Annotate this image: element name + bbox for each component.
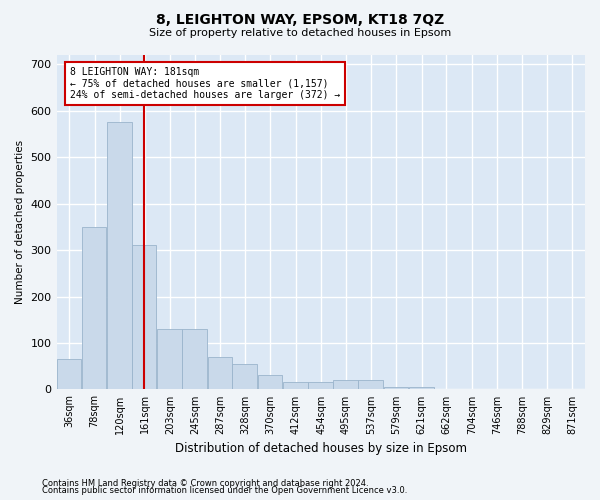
Bar xyxy=(232,364,257,390)
X-axis label: Distribution of detached houses by size in Epsom: Distribution of detached houses by size … xyxy=(175,442,467,455)
Bar xyxy=(56,359,81,390)
Bar xyxy=(308,382,333,390)
Bar xyxy=(157,329,182,390)
Bar xyxy=(384,387,408,390)
Text: 8, LEIGHTON WAY, EPSOM, KT18 7QZ: 8, LEIGHTON WAY, EPSOM, KT18 7QZ xyxy=(156,12,444,26)
Y-axis label: Number of detached properties: Number of detached properties xyxy=(15,140,25,304)
Text: 8 LEIGHTON WAY: 181sqm
← 75% of detached houses are smaller (1,157)
24% of semi-: 8 LEIGHTON WAY: 181sqm ← 75% of detached… xyxy=(70,66,340,100)
Text: Contains public sector information licensed under the Open Government Licence v3: Contains public sector information licen… xyxy=(42,486,407,495)
Bar xyxy=(82,227,106,390)
Bar xyxy=(182,329,207,390)
Text: Contains HM Land Registry data © Crown copyright and database right 2024.: Contains HM Land Registry data © Crown c… xyxy=(42,478,368,488)
Bar xyxy=(333,380,358,390)
Bar xyxy=(208,357,232,390)
Bar xyxy=(409,387,434,390)
Bar xyxy=(107,122,132,390)
Bar xyxy=(132,246,157,390)
Text: Size of property relative to detached houses in Epsom: Size of property relative to detached ho… xyxy=(149,28,451,38)
Bar xyxy=(258,376,283,390)
Bar xyxy=(358,380,383,390)
Bar xyxy=(283,382,308,390)
